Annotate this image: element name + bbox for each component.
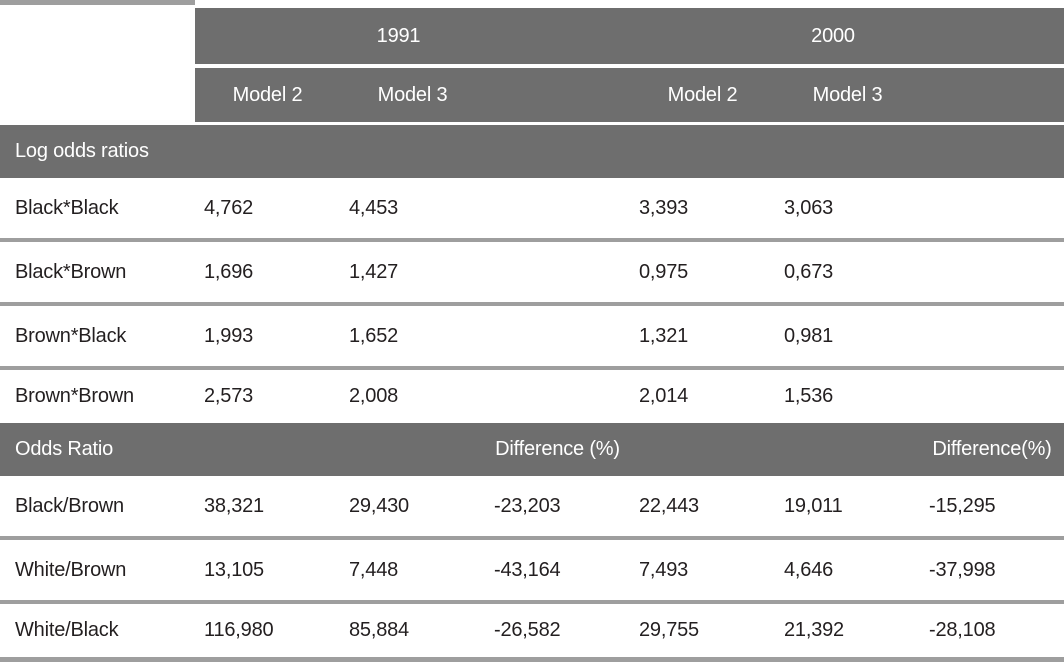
cell-value: 2,573 <box>204 385 254 407</box>
cell-value: 2,008 <box>349 385 399 407</box>
row-label: Brown*Black <box>15 324 127 347</box>
table-row: White/Brown 13,105 7,448 -43,164 7,493 4… <box>0 540 1064 604</box>
col-header-model2-1991: Model 2 <box>232 83 303 106</box>
cell-value: -28,108 <box>929 619 996 641</box>
cell-value: -37,998 <box>929 558 996 581</box>
table-bottom-border <box>0 657 1064 662</box>
cell-value: 1,696 <box>204 260 254 283</box>
cell-value: 4,762 <box>204 196 254 219</box>
cell-value: 2,014 <box>639 385 689 407</box>
cell-value: 1,652 <box>349 324 399 347</box>
cell-value: 4,453 <box>349 196 399 219</box>
table-row: Black*Black 4,762 4,453 3,393 3,063 <box>0 178 1064 242</box>
row-label: Black*Brown <box>15 260 127 283</box>
cell-value: 21,392 <box>784 619 844 641</box>
cell-value: 0,673 <box>784 260 834 283</box>
cell-value: -26,582 <box>494 619 561 641</box>
cell-value: 0,981 <box>784 324 834 347</box>
cell-value: 1,536 <box>784 385 834 407</box>
row-label: White/Brown <box>15 558 127 581</box>
cell-value: 1,993 <box>204 324 254 347</box>
cell-value: 4,646 <box>784 558 834 581</box>
year-header-2000: 2000 <box>811 24 855 47</box>
cell-value: 1,321 <box>639 324 689 347</box>
cell-value: 3,393 <box>639 196 689 219</box>
cell-value: 19,011 <box>784 494 843 517</box>
cell-value: 13,105 <box>204 558 264 581</box>
col-header-difference-1991: Difference (%) <box>495 438 620 460</box>
col-header-model3-1991: Model 3 <box>377 83 448 106</box>
cell-value: 116,980 <box>204 619 274 641</box>
cell-value: -43,164 <box>494 558 561 581</box>
section-title: Odds Ratio <box>15 438 114 460</box>
cell-value: 38,321 <box>204 494 264 517</box>
table-top-border <box>0 0 195 5</box>
col-header-difference-2000: Difference(%) <box>932 438 1052 460</box>
cell-value: 1,427 <box>349 260 399 283</box>
cell-value: 7,493 <box>639 558 689 581</box>
col-header-model3-2000: Model 3 <box>812 83 883 106</box>
table-row: Black/Brown 38,321 29,430 -23,203 22,443… <box>0 476 1064 540</box>
row-label: Brown*Brown <box>15 385 134 407</box>
table-row: Brown*Black 1,993 1,652 1,321 0,981 <box>0 306 1064 370</box>
cell-value: 29,430 <box>349 494 409 517</box>
cell-value: 3,063 <box>784 196 834 219</box>
model-header-band: Model 2 Model 3 Model 2 Model 3 <box>195 68 1064 122</box>
section-header-log-odds: Log odds ratios <box>0 125 1064 178</box>
cell-value: 7,448 <box>349 558 399 581</box>
cell-value: -15,295 <box>929 494 996 517</box>
year-header-band: 1991 2000 <box>195 8 1064 64</box>
col-header-model2-2000: Model 2 <box>667 83 738 106</box>
section-header-odds-ratio: Odds Ratio Difference (%) Difference(%) <box>0 423 1064 476</box>
cell-value: 22,443 <box>639 494 699 517</box>
cell-value: 0,975 <box>639 260 689 283</box>
row-label: Black*Black <box>15 196 119 219</box>
section-title: Log odds ratios <box>15 140 149 162</box>
table-row: Brown*Brown 2,573 2,008 2,014 1,536 <box>0 370 1064 423</box>
table-row: White/Black 116,980 85,884 -26,582 29,75… <box>0 604 1064 657</box>
cell-value: 29,755 <box>639 619 699 641</box>
year-header-1991: 1991 <box>376 24 421 47</box>
cell-value: 85,884 <box>349 619 409 641</box>
table-row: Black*Brown 1,696 1,427 0,975 0,673 <box>0 242 1064 306</box>
row-label: Black/Brown <box>15 494 124 517</box>
cell-value: -23,203 <box>494 494 561 517</box>
row-label: White/Black <box>15 619 119 641</box>
